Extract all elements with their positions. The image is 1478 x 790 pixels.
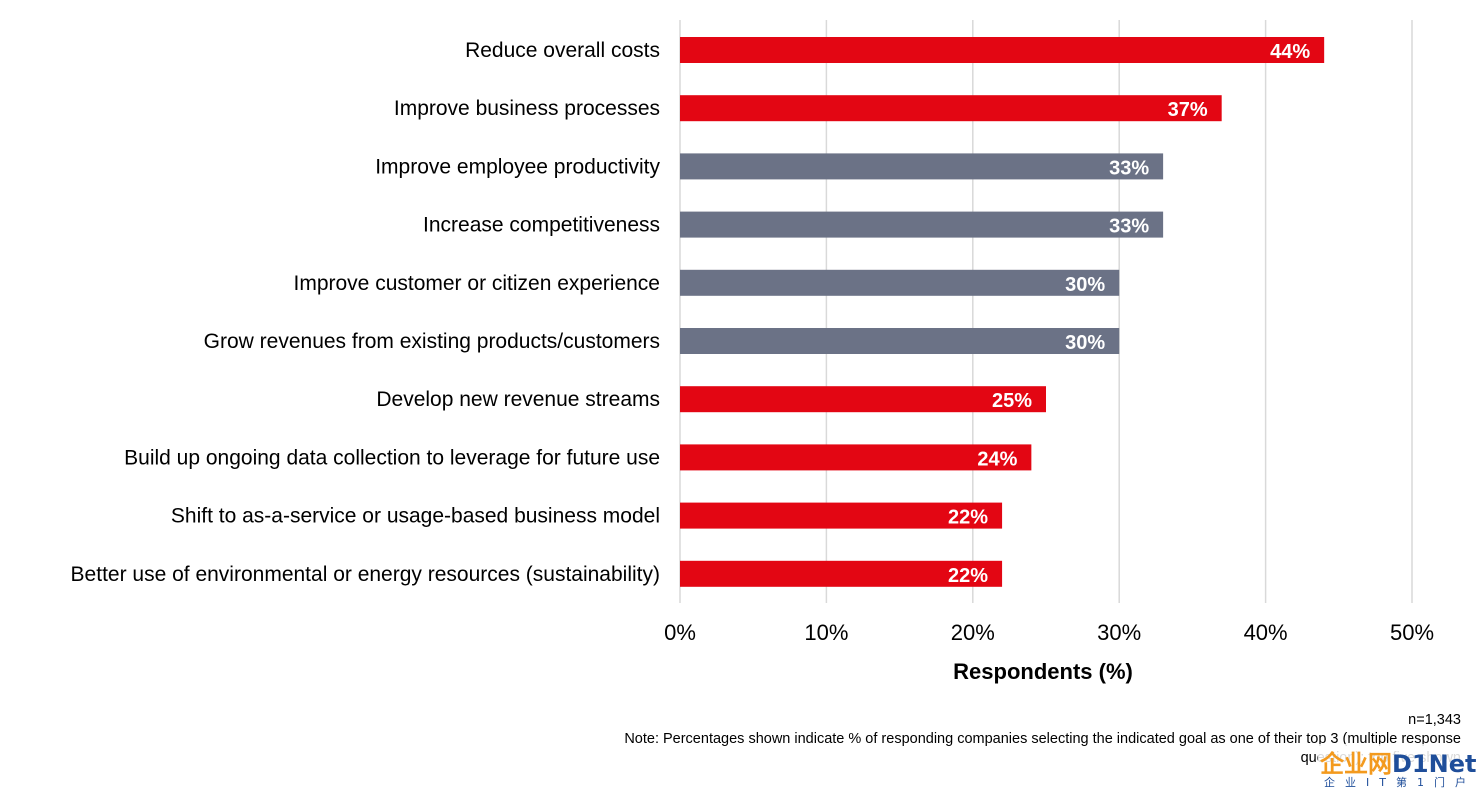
bar-chart: Reduce overall costs Improve business pro… [71, 20, 1434, 684]
category-label: Improve customer or citizen experience [294, 272, 661, 295]
watermark-text-brand: D1Net [1392, 750, 1477, 778]
category-label: Shift to as-a-service or usage-based bus… [171, 505, 660, 528]
bar [680, 37, 1325, 63]
bars [680, 37, 1325, 587]
category-label: Reduce overall costs [465, 39, 660, 62]
value-label: 37% [1168, 99, 1208, 121]
value-label: 25% [992, 390, 1032, 412]
x-tick-label: 0% [664, 620, 696, 645]
bar [680, 502, 1003, 529]
watermark-logo: 企业网D1Net 企业IT第1门户 [1318, 744, 1478, 789]
value-label: 44% [1270, 41, 1310, 63]
category-label: Increase competitiveness [423, 214, 660, 237]
value-label: 33% [1109, 157, 1149, 179]
value-label: 33% [1109, 216, 1149, 238]
category-label: Build up ongoing data collection to leve… [124, 446, 660, 469]
category-label: Develop new revenue streams [376, 388, 660, 411]
sample-size-note: n=1,343 [1408, 712, 1461, 728]
x-tick-label: 50% [1390, 620, 1434, 645]
x-tick-labels: 0% 10% 20% 30% 40% 50% [664, 620, 1434, 645]
value-label: 22% [948, 507, 988, 529]
x-tick-label: 40% [1244, 620, 1288, 645]
value-label: 22% [948, 565, 988, 587]
category-label: Improve business processes [394, 97, 660, 120]
x-tick-label: 30% [1097, 620, 1141, 645]
value-label: 24% [977, 448, 1017, 470]
watermark-text-cn: 企业网 [1320, 750, 1392, 778]
bar [680, 95, 1222, 122]
x-tick-label: 20% [951, 620, 995, 645]
bar [680, 386, 1046, 413]
bar [680, 328, 1120, 354]
value-labels: 44% 37% 33% 33% 30% 30% 25% 24% 22% 22% [948, 41, 1310, 587]
x-tick-label: 10% [804, 620, 848, 645]
category-label: Improve employee productivity [375, 155, 660, 178]
bar [680, 444, 1032, 471]
bar [680, 211, 1164, 238]
value-label: 30% [1065, 332, 1105, 354]
watermark-subtitle: 企业IT第1门户 [1324, 776, 1476, 789]
category-labels: Reduce overall costs Improve business pro… [71, 39, 661, 586]
category-label: Grow revenues from existing products/cus… [204, 330, 660, 353]
bar [680, 269, 1120, 296]
value-label: 30% [1065, 274, 1105, 296]
bar [680, 560, 1003, 587]
category-label: Better use of environmental or energy re… [71, 563, 660, 586]
x-axis-title: Respondents (%) [953, 659, 1133, 684]
bar [680, 153, 1164, 180]
